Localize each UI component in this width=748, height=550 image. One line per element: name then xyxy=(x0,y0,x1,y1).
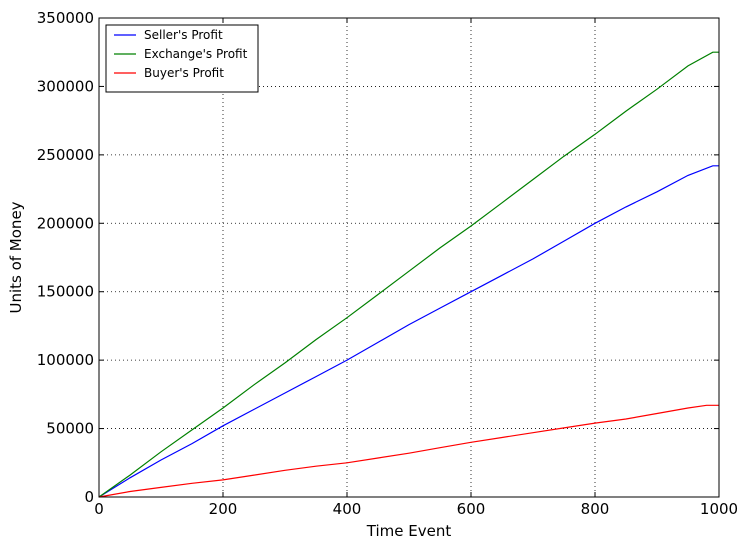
y-tick-label: 250000 xyxy=(37,146,94,164)
x-axis-label: Time Event xyxy=(366,522,452,540)
x-tick-label: 0 xyxy=(94,500,104,518)
x-tick-label: 800 xyxy=(581,500,610,518)
y-axis-label: Units of Money xyxy=(7,201,25,313)
plot-frame xyxy=(98,17,720,498)
y-tick-label: 350000 xyxy=(37,9,94,27)
legend-label: Seller's Profit xyxy=(144,28,223,42)
y-tick-label: 50000 xyxy=(46,420,94,438)
series-line-0 xyxy=(98,165,719,498)
legend: Seller's Profit Exchange's Profit Buyer's … xyxy=(105,24,259,93)
legend-label: Exchange's Profit xyxy=(144,47,248,61)
series-group xyxy=(98,51,719,498)
y-tick-label: 300000 xyxy=(37,77,94,95)
y-tick-label: 150000 xyxy=(37,283,94,301)
series-line-1 xyxy=(98,51,719,498)
series-line-2 xyxy=(98,404,719,498)
legend-label: Buyer's Profit xyxy=(144,66,224,80)
y-tick-label: 200000 xyxy=(37,214,94,232)
x-tick-label: 200 xyxy=(209,500,238,518)
y-tick-label: 100000 xyxy=(37,351,94,369)
x-tick-label: 400 xyxy=(333,500,362,518)
y-tick-label: 0 xyxy=(84,488,94,506)
ticks: 0 200 400 600 800 1000 0 50000 100000 150000 20000… xyxy=(37,9,738,518)
x-tick-label: 600 xyxy=(457,500,486,518)
grid xyxy=(99,18,719,497)
legend-box xyxy=(105,24,259,93)
x-tick-label: 1000 xyxy=(700,500,738,518)
